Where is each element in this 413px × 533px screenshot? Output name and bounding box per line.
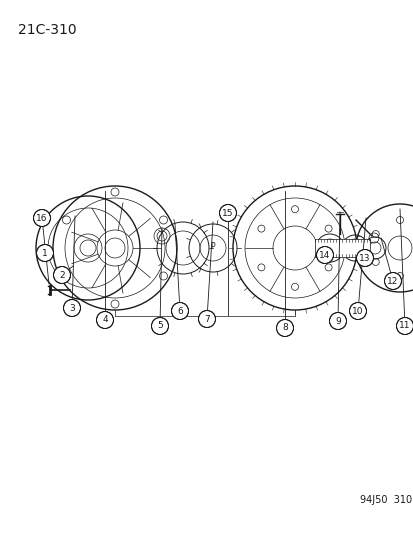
Circle shape — [276, 319, 293, 336]
Circle shape — [219, 205, 236, 222]
Bar — [314, 239, 369, 257]
Text: 8: 8 — [281, 324, 287, 333]
Circle shape — [316, 246, 333, 263]
Text: 14: 14 — [318, 251, 330, 260]
Text: 7: 7 — [204, 314, 209, 324]
Text: 16: 16 — [36, 214, 47, 222]
Circle shape — [356, 249, 373, 266]
Circle shape — [396, 318, 413, 335]
Circle shape — [33, 209, 50, 227]
Text: P: P — [210, 241, 215, 251]
Text: 4: 4 — [102, 316, 107, 325]
Text: 10: 10 — [351, 306, 363, 316]
Text: 2: 2 — [59, 271, 65, 279]
Circle shape — [349, 303, 366, 319]
Text: 5: 5 — [157, 321, 162, 330]
Circle shape — [36, 245, 53, 262]
Circle shape — [171, 303, 188, 319]
Text: 13: 13 — [358, 254, 370, 262]
Text: 15: 15 — [222, 208, 233, 217]
Circle shape — [53, 266, 70, 284]
Circle shape — [329, 312, 346, 329]
Text: 11: 11 — [398, 321, 410, 330]
Text: 6: 6 — [177, 306, 183, 316]
Circle shape — [384, 272, 401, 289]
Circle shape — [151, 318, 168, 335]
Circle shape — [63, 300, 80, 317]
Text: 3: 3 — [69, 303, 75, 312]
Text: 21C-310: 21C-310 — [18, 23, 76, 37]
Text: 9: 9 — [334, 317, 340, 326]
Circle shape — [96, 311, 113, 328]
Text: 1: 1 — [42, 248, 48, 257]
Text: 12: 12 — [387, 277, 398, 286]
Circle shape — [198, 311, 215, 327]
Text: 94J50  310: 94J50 310 — [359, 495, 411, 505]
